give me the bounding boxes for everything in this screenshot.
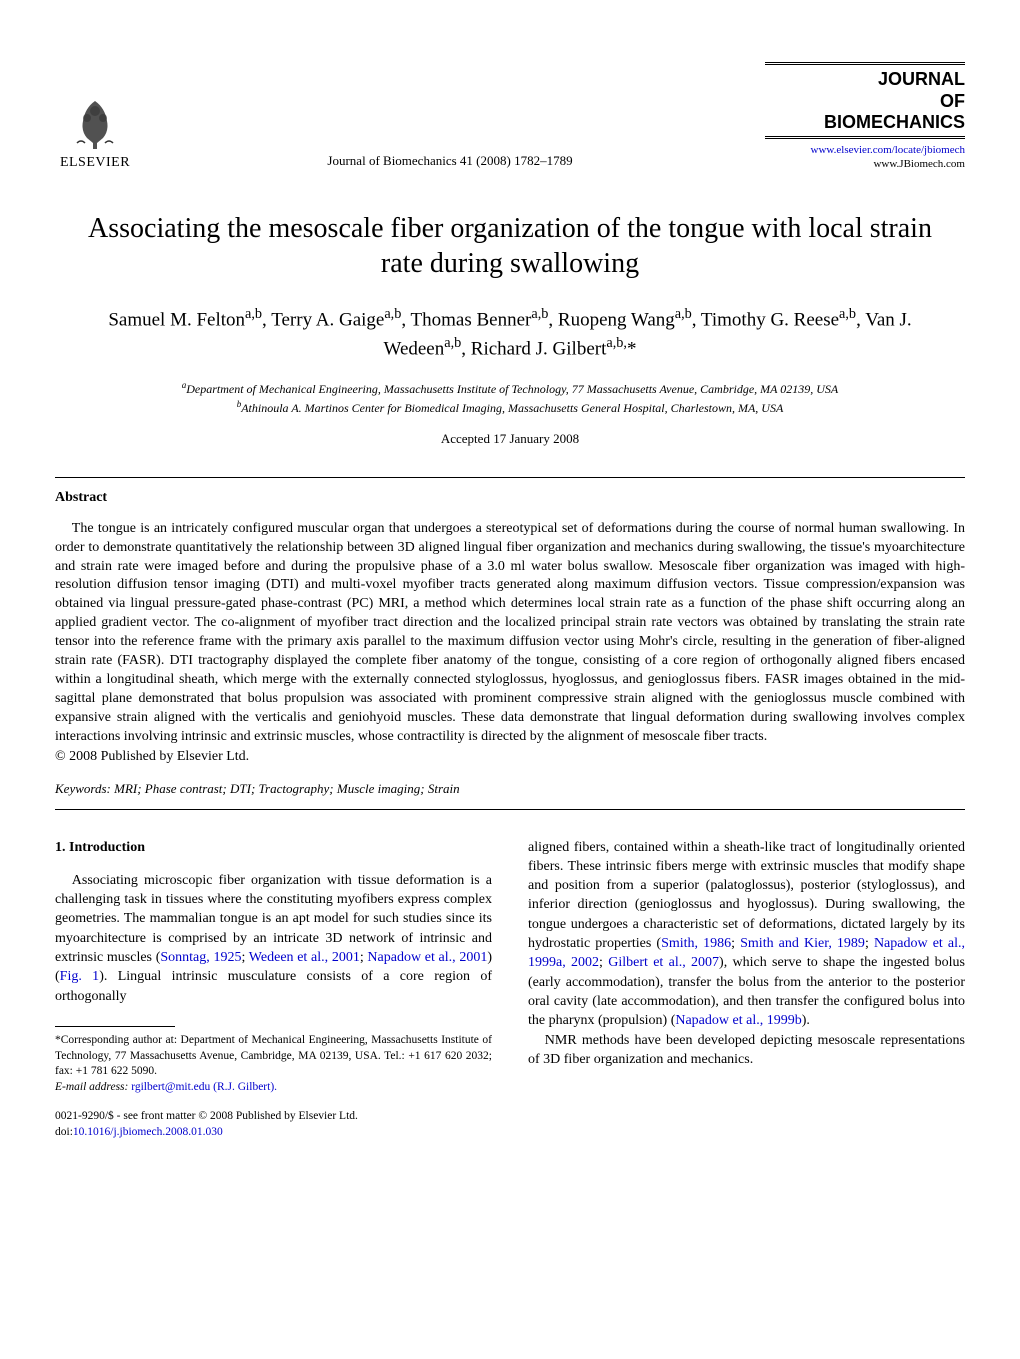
footnote-rule (55, 1026, 175, 1027)
rule-above-abstract (55, 477, 965, 478)
authors-list: Samuel M. Feltona,b, Terry A. Gaigea,b, … (95, 305, 925, 363)
column-left: 1. Introduction Associating microscopic … (55, 838, 492, 1141)
doi-line: doi:10.1016/j.jbiomech.2008.01.030 (55, 1125, 492, 1141)
affiliations: aDepartment of Mechanical Engineering, M… (55, 379, 965, 417)
intro-para-1-cont: aligned fibers, contained within a sheat… (528, 838, 965, 1031)
abstract-heading: Abstract (55, 490, 965, 506)
journal-name: JOURNAL OF BIOMECHANICS (765, 69, 965, 134)
page-header: ELSEVIER Journal of Biomechanics 41 (200… (55, 60, 965, 171)
journal-link-2: www.JBiomech.com (873, 158, 965, 170)
citation-napadow-1999b[interactable]: Napadow et al., 1999b (675, 1013, 801, 1028)
citation-smith-1986[interactable]: Smith, 1986 (661, 936, 731, 951)
publisher-logo: ELSEVIER (55, 93, 135, 171)
body-columns: 1. Introduction Associating microscopic … (55, 838, 965, 1141)
journal-link-1[interactable]: www.elsevier.com/locate/jbiomech (811, 144, 965, 156)
article-title: Associating the mesoscale fiber organiza… (75, 211, 945, 281)
rule-below-keywords (55, 809, 965, 810)
front-matter-line: 0021-9290/$ - see front matter © 2008 Pu… (55, 1109, 492, 1125)
introduction-heading: 1. Introduction (55, 838, 492, 857)
footer-matter: 0021-9290/$ - see front matter © 2008 Pu… (55, 1109, 492, 1140)
corresponding-author-footnote: *Corresponding author at: Department of … (55, 1033, 492, 1080)
citation-sonntag-1925[interactable]: Sonntag, 1925 (160, 950, 241, 965)
journal-reference: Journal of Biomechanics 41 (2008) 1782–1… (135, 153, 765, 171)
citation-wedeen-2001[interactable]: Wedeen et al., 2001 (249, 950, 360, 965)
email-footnote: E-mail address: rgilbert@mit.edu (R.J. G… (55, 1080, 492, 1096)
citation-napadow-2001[interactable]: Napadow et al., 2001 (367, 950, 487, 965)
column-right: aligned fibers, contained within a sheat… (528, 838, 965, 1141)
elsevier-tree-icon (65, 93, 125, 153)
journal-links: www.elsevier.com/locate/jbiomech www.JBi… (765, 143, 965, 172)
email-link[interactable]: rgilbert@mit.edu (R.J. Gilbert). (128, 1081, 277, 1093)
doi-link[interactable]: 10.1016/j.jbiomech.2008.01.030 (73, 1126, 223, 1138)
journal-branding: JOURNAL OF BIOMECHANICS www.elsevier.com… (765, 60, 965, 171)
intro-para-2: NMR methods have been developed depictin… (528, 1031, 965, 1070)
figure-ref-1[interactable]: Fig. 1 (60, 969, 100, 984)
citation-gilbert-2007[interactable]: Gilbert et al., 2007 (608, 955, 719, 970)
accepted-date: Accepted 17 January 2008 (55, 431, 965, 447)
keywords: Keywords: MRI; Phase contrast; DTI; Trac… (55, 781, 965, 797)
abstract-copyright: © 2008 Published by Elsevier Ltd. (55, 749, 965, 765)
intro-para-1: Associating microscopic fiber organizati… (55, 871, 492, 1006)
abstract-body: The tongue is an intricately configured … (55, 520, 965, 747)
citation-smith-kier-1989[interactable]: Smith and Kier, 1989 (740, 936, 865, 951)
publisher-name: ELSEVIER (55, 155, 135, 171)
